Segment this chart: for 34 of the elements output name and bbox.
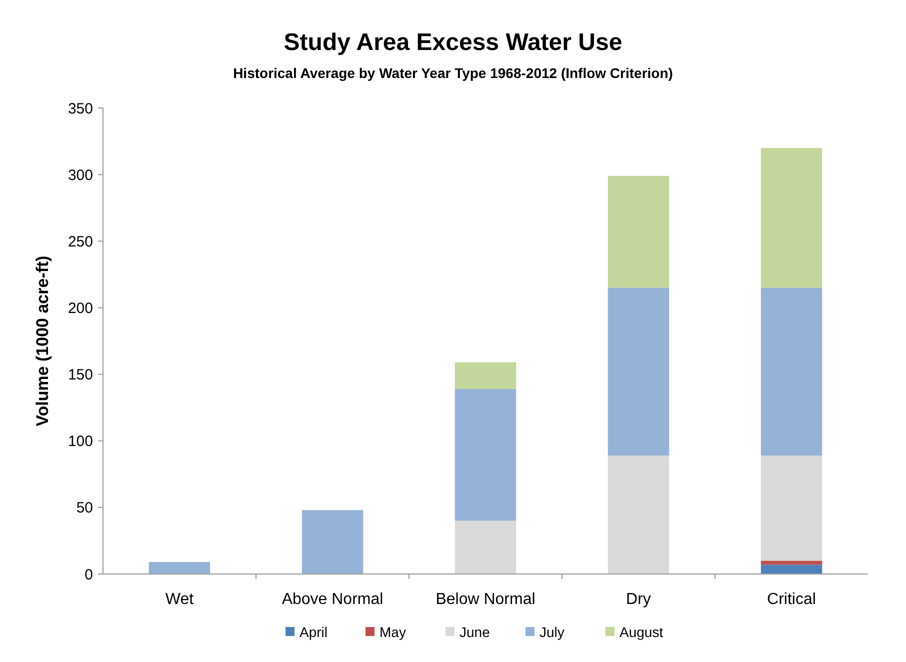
bar xyxy=(454,388,516,521)
x-tick-label: Wet xyxy=(165,591,194,608)
bar xyxy=(302,510,364,574)
legend-label: May xyxy=(380,624,406,640)
y-tick-label: 150 xyxy=(68,366,93,384)
x-tick-label: Dry xyxy=(626,591,651,608)
bar xyxy=(454,362,516,389)
legend-label: August xyxy=(620,624,664,640)
x-tick-label: Critical xyxy=(767,591,816,608)
y-tick-label: 250 xyxy=(68,233,93,250)
bar xyxy=(454,520,516,574)
x-tick-label: Above Normal xyxy=(282,591,384,608)
y-tick-label: 50 xyxy=(76,500,93,517)
y-tick-label: 200 xyxy=(68,300,93,317)
legend-label: June xyxy=(460,624,490,640)
bar xyxy=(760,560,822,565)
y-tick-label: 350 xyxy=(68,100,93,118)
bar xyxy=(148,562,210,574)
bar xyxy=(608,288,670,456)
y-tick-label: 0 xyxy=(84,566,93,584)
bar xyxy=(760,564,822,574)
chart-subtitle: Historical Average by Water Year Type 1968-2012 (Inflow Criterion) xyxy=(233,65,673,81)
legend-label: July xyxy=(540,624,564,640)
bar xyxy=(760,456,822,561)
bar xyxy=(760,288,822,456)
y-tick-label: 300 xyxy=(68,166,93,184)
bar xyxy=(608,176,670,288)
y-axis-title: Volume (1000 acre-ft) xyxy=(33,256,52,426)
bar xyxy=(608,456,670,574)
legend-label: April xyxy=(300,624,328,640)
bar xyxy=(760,148,822,288)
y-tick-label: 100 xyxy=(68,433,93,450)
chart-title: Study Area Excess Water Use xyxy=(284,29,622,56)
x-tick-label: Below Normal xyxy=(436,591,536,608)
